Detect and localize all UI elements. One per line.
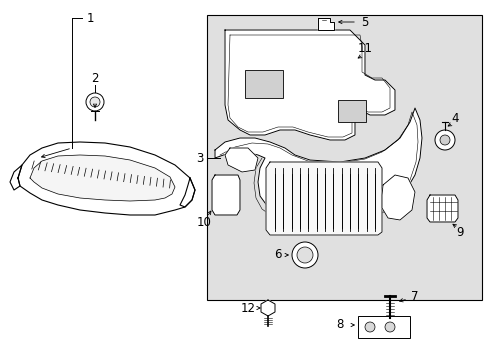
Polygon shape xyxy=(30,155,175,201)
Polygon shape xyxy=(265,162,381,235)
Text: 9: 9 xyxy=(455,225,463,239)
Circle shape xyxy=(90,97,100,107)
Polygon shape xyxy=(212,175,240,215)
Text: 12: 12 xyxy=(240,302,255,315)
Text: 8: 8 xyxy=(336,319,343,332)
Polygon shape xyxy=(180,178,195,207)
Text: 4: 4 xyxy=(450,112,458,125)
Circle shape xyxy=(439,135,449,145)
Polygon shape xyxy=(18,142,195,215)
Circle shape xyxy=(384,322,394,332)
Polygon shape xyxy=(261,300,274,316)
Text: 11: 11 xyxy=(357,41,372,54)
Polygon shape xyxy=(426,195,457,222)
Circle shape xyxy=(86,93,104,111)
Bar xyxy=(357,316,409,338)
Text: 5: 5 xyxy=(361,15,368,28)
Polygon shape xyxy=(224,148,258,172)
Text: 10: 10 xyxy=(196,216,211,229)
Circle shape xyxy=(296,247,312,263)
Text: 7: 7 xyxy=(410,289,418,302)
Text: 2: 2 xyxy=(91,72,99,85)
Circle shape xyxy=(291,242,317,268)
Circle shape xyxy=(434,130,454,150)
Polygon shape xyxy=(215,108,421,228)
Text: 3: 3 xyxy=(196,152,203,165)
Bar xyxy=(337,100,365,122)
Text: 6: 6 xyxy=(274,248,281,261)
Polygon shape xyxy=(224,30,394,140)
Polygon shape xyxy=(10,165,22,190)
Bar xyxy=(244,70,283,98)
Polygon shape xyxy=(317,18,333,30)
Text: 1: 1 xyxy=(86,12,94,24)
Circle shape xyxy=(364,322,374,332)
Polygon shape xyxy=(381,175,414,220)
Bar xyxy=(206,15,481,300)
